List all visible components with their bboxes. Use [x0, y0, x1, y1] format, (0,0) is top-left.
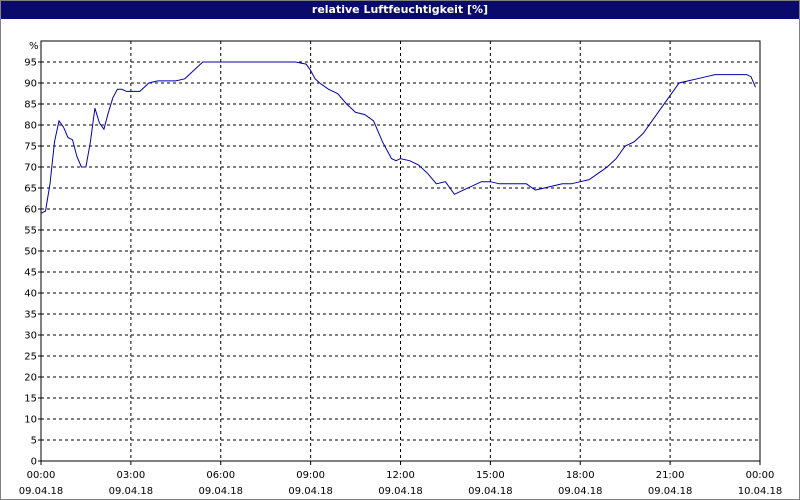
y-tick-label: 95: [24, 58, 37, 69]
grid-lines: [41, 41, 760, 461]
x-tick-date-label: 09.04.18: [558, 486, 603, 497]
y-tick-label: 40: [24, 289, 37, 300]
y-tick-label: 85: [24, 100, 37, 111]
x-axis: 00:00 09.04.18 03:00 09.04.18 06:00 09.04.18 0…: [19, 461, 783, 497]
y-tick-label: 50: [24, 247, 37, 258]
y-tick-label: 70: [24, 163, 37, 174]
x-tick-date-label: 09.04.18: [109, 486, 154, 497]
y-axis: % 0 5 10 15 20 25 30 35 40 45 50 55 60 65 70 75 80 85 90 95: [24, 41, 41, 468]
chart-title: relative Luftfeuchtigkeit [%]: [1, 1, 799, 19]
x-tick-time-label: 06:00: [206, 470, 235, 481]
y-tick-label: 0: [31, 457, 37, 468]
x-tick-time-label: 00:00: [27, 470, 56, 481]
x-tick-date-label: 09.04.18: [288, 486, 333, 497]
y-tick-label: 75: [24, 142, 37, 153]
y-axis-unit-label: %: [29, 41, 39, 52]
y-tick-label: 35: [24, 310, 37, 321]
y-tick-label: 20: [24, 373, 37, 384]
humidity-series-line: [40, 61, 756, 214]
y-tick-label: 30: [24, 331, 37, 342]
x-tick-time-label: 09:00: [296, 470, 325, 481]
x-tick-time-label: 00:00: [746, 470, 775, 481]
x-tick-date-label: 10.04.18: [738, 486, 783, 497]
x-tick-date-label: 09.04.18: [468, 486, 513, 497]
y-tick-label: 25: [24, 352, 37, 363]
y-tick-label: 45: [24, 268, 37, 279]
y-tick-label: 15: [24, 394, 37, 405]
y-tick-label: 60: [24, 205, 37, 216]
y-tick-label: 10: [24, 415, 37, 426]
x-tick-time-label: 15:00: [476, 470, 505, 481]
x-tick-date-label: 09.04.18: [648, 486, 693, 497]
x-tick-date-label: 09.04.18: [19, 486, 64, 497]
x-tick-time-label: 18:00: [566, 470, 595, 481]
x-tick-date-label: 09.04.18: [198, 486, 243, 497]
y-tick-label: 80: [24, 121, 37, 132]
y-tick-label: 65: [24, 184, 37, 195]
y-tick-label: 90: [24, 79, 37, 90]
y-tick-label: 55: [24, 226, 37, 237]
x-tick-time-label: 12:00: [386, 470, 415, 481]
x-tick-time-label: 03:00: [116, 470, 145, 481]
series-layer: [40, 61, 756, 214]
x-tick-time-label: 21:00: [656, 470, 685, 481]
y-tick-label: 5: [31, 436, 37, 447]
x-tick-date-label: 09.04.18: [378, 486, 423, 497]
